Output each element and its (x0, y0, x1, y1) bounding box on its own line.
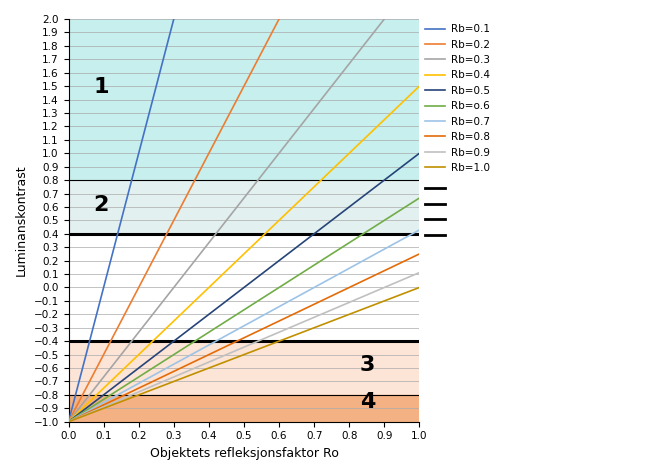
X-axis label: Objektets refleksjonsfaktor Ro: Objektets refleksjonsfaktor Ro (149, 447, 338, 460)
Y-axis label: Luminanskontrast: Luminanskontrast (15, 164, 28, 276)
Text: 4: 4 (360, 392, 375, 412)
Bar (69, 395, 419, 422)
Bar (69, 341, 419, 395)
Legend: Rb=0.1, Rb=0.2, Rb=0.3, Rb=0.4, Rb=0.5, Rb=o.6, Rb=0.7, Rb=0.8, Rb=0.9, Rb=1.0: Rb=0.1, Rb=0.2, Rb=0.3, Rb=0.4, Rb=0.5, … (424, 24, 490, 173)
Bar (69, 19, 419, 180)
Text: 2: 2 (93, 195, 109, 215)
Bar (69, 180, 419, 234)
Text: 1: 1 (93, 77, 109, 97)
Text: 3: 3 (360, 355, 375, 375)
